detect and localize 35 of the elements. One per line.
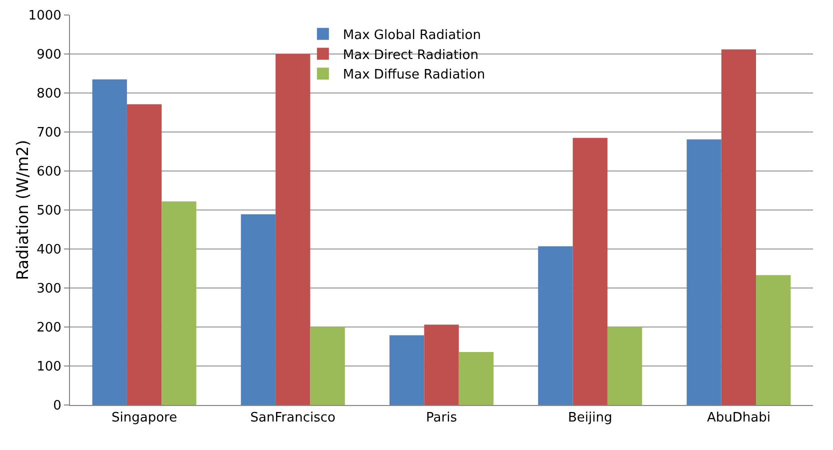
y-tick-label: 300 <box>36 282 62 297</box>
y-tick-label: 800 <box>36 86 62 102</box>
legend-label: Max Direct Radiation <box>342 48 478 63</box>
legend-label: Max Global Radiation <box>342 28 481 43</box>
bar <box>458 352 494 405</box>
bar <box>756 275 791 405</box>
bar <box>126 104 162 405</box>
x-tick-label: Singapore <box>112 410 178 426</box>
y-tick-label: 0 <box>53 398 62 414</box>
y-tick-label: 500 <box>36 204 62 219</box>
legend-label: Max Diffuse Radiation <box>342 68 486 83</box>
bar <box>310 327 345 405</box>
bar <box>240 214 276 405</box>
bar <box>686 139 722 405</box>
x-tick-label: Beijing <box>568 410 612 426</box>
bar <box>92 79 127 405</box>
bar <box>276 54 310 405</box>
x-tick-label: AbuDhabi <box>706 410 770 426</box>
bar <box>162 201 196 405</box>
x-tick-label: SanFrancisco <box>250 410 336 426</box>
bar <box>424 324 459 405</box>
y-tick-label: 100 <box>36 360 62 375</box>
y-tick-label: 700 <box>36 126 62 141</box>
bar <box>607 327 642 405</box>
y-tick-label: 1000 <box>28 8 62 24</box>
y-tick-label: 400 <box>36 242 62 258</box>
y-axis-title: Radiation (W/m2) <box>13 140 32 280</box>
bar <box>538 246 573 405</box>
x-tick-label: Paris <box>426 410 458 426</box>
y-tick-label: 900 <box>36 48 62 63</box>
bar <box>389 335 424 405</box>
y-tick-label: 600 <box>36 164 62 180</box>
y-tick-label: 200 <box>36 320 62 336</box>
bar <box>572 138 608 405</box>
bar <box>721 49 756 405</box>
